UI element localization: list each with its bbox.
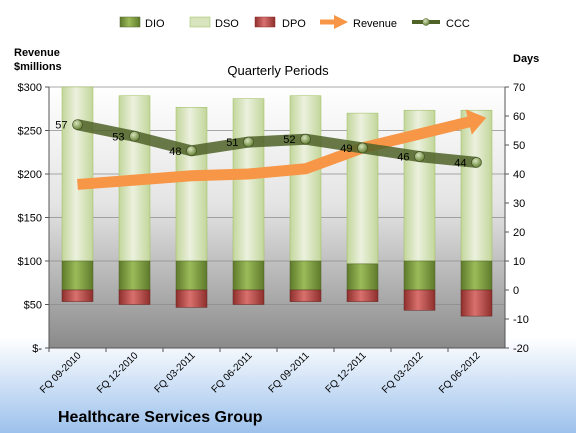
bar-dpo [403,289,436,311]
bar-dso [460,109,493,262]
bar-dpo [232,289,265,305]
legend-label-dpo: DPO [282,18,306,30]
bar-dpo [346,289,379,302]
company-name: Healthcare Services Group [58,409,263,426]
ccc-point [129,131,140,142]
ccc-data-label: 49 [340,143,352,155]
ccc-point [186,145,197,157]
bar-dio [118,260,151,291]
right-tick-label: 50 [513,140,525,152]
bar-dio [403,260,436,291]
legend-label-dio: DIO [145,18,165,30]
right-axis-title: Days [513,53,539,65]
legend: DIO DSO DPO Revenue CCC [119,15,470,30]
right-tick-label: 70 [513,82,525,94]
ccc-data-label: 51 [226,137,238,149]
ccc-point [357,142,368,154]
legend-item-revenue: Revenue [320,15,397,30]
legend-swatch-dpo [254,16,276,28]
legend-item-dso: DSO [189,16,239,30]
bar-dpo [118,289,151,305]
left-tick-label: $300 [18,82,42,94]
right-tick-label: 30 [513,198,525,210]
left-tick-label: $250 [18,126,42,138]
left-tick-label: $200 [18,169,42,181]
right-tick-label: 20 [513,227,525,239]
ccc-layer: 57 53 48 51 52 49 46 44 [55,119,482,169]
ccc-data-label: 53 [112,131,124,143]
ccc-data-label: 52 [283,134,295,146]
left-tick-label: $50 [24,300,42,312]
bar-dso [61,86,94,262]
ccc-data-label: 44 [454,157,466,169]
revenue-line [77,116,472,190]
left-tick-label: $150 [18,213,42,225]
right-tick-label: 60 [513,111,525,123]
ccc-point [414,151,425,162]
left-tick-label: $- [32,343,42,355]
right-tick-label: 40 [513,169,525,181]
left-tick-label: $100 [18,256,42,268]
legend-arrow-revenue [334,15,348,29]
right-tick-label: 0 [513,285,519,297]
legend-label-ccc: CCC [446,18,470,30]
revenue-arrowhead [465,109,487,135]
ccc-data-label: 46 [397,152,409,164]
legend-item-ccc: CCC [412,18,470,30]
bar-dpo [175,289,208,308]
ccc-point [471,157,482,168]
revenue-layer [77,109,487,190]
bar-dpo [460,289,493,317]
bar-dpo [61,289,94,302]
left-axis-title-line1: Revenue [14,47,60,59]
bar-dpo [289,289,322,302]
bar-dio [61,260,94,291]
legend-swatch-dio [119,16,141,28]
ccc-point [243,136,254,148]
bar-dso [346,112,379,265]
right-tick-label: 10 [513,256,525,268]
ccc-point [300,133,311,145]
legend-item-dpo: DPO [254,16,306,30]
legend-marker-ccc [422,18,430,26]
legend-item-dio: DIO [119,16,165,30]
bar-dio [232,260,265,291]
right-tick-label: -20 [513,343,529,355]
legend-label-revenue: Revenue [353,18,397,30]
ccc-data-label: 48 [169,146,181,158]
bar-dio [346,263,379,291]
bar-dso [289,95,322,262]
legend-swatch-dso [189,16,211,28]
bar-dio [460,260,493,291]
bar-dso [175,107,208,262]
ccc-line [76,119,478,168]
legend-label-dso: DSO [215,18,239,30]
right-tick-label: -10 [513,314,529,326]
left-axis-title-line2: $millions [14,61,62,73]
bars [61,86,493,317]
bar-dio [289,260,322,291]
ccc-point [72,119,83,130]
ccc-data-label: 57 [55,120,67,132]
bar-dio [175,260,208,291]
chart-title: Quarterly Periods [227,63,329,78]
